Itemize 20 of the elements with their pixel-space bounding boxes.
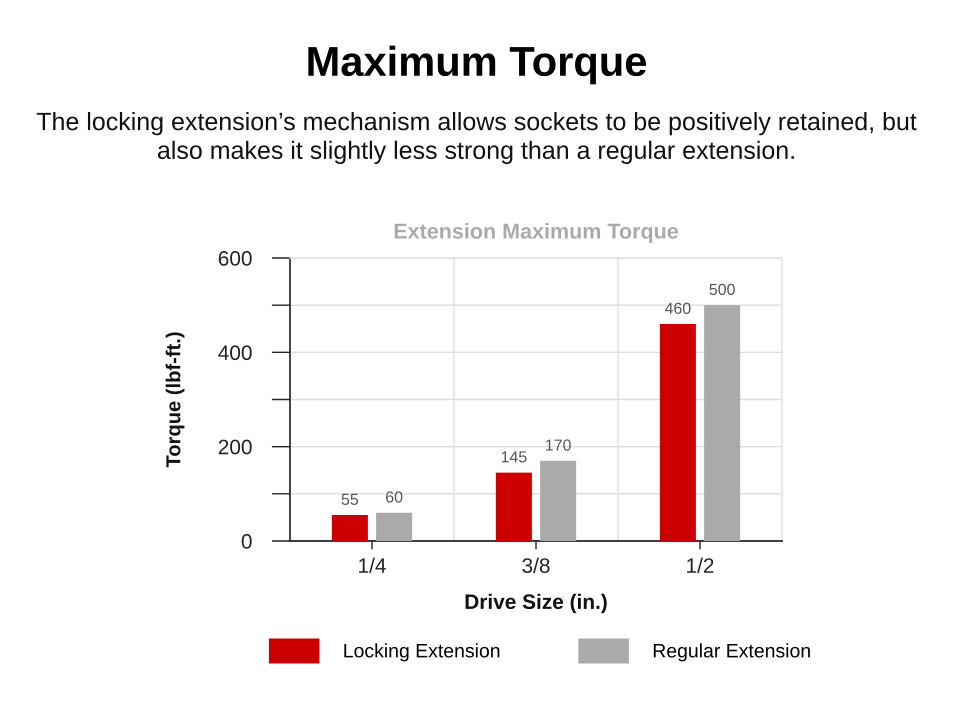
data-label: 55 [342,494,358,505]
x-axis-title: Drive Size (in.) [466,594,607,614]
y-tick-label: 400 [218,345,252,360]
x-tick-label: 1/2 [687,558,714,573]
y-axis-title: Torque (lbf-ft.) [166,332,184,468]
data-label: 145 [502,451,527,463]
y-tick-label: 200 [218,440,252,454]
text: Extension Maximum Torque [394,222,678,244]
data-label: 460 [664,302,691,314]
data-label: 170 [546,439,571,451]
data-label: 60 [386,491,402,503]
x-tick-label: 3/8 [522,558,550,573]
data-label: 500 [709,284,735,296]
chart-title: Maximum Torque [308,46,646,84]
chart-subtitle: The locking extension’s mechanism allows sockets to be positively retained, but also makes it slightly less strong than a regular extension. [36,112,917,164]
legend-label: Regular Extension [654,643,810,662]
y-tick-label: 0 [242,534,252,549]
y-tick-label: 600 [218,251,252,266]
legend-label: Locking Extension [344,643,500,662]
x-tick-label: 1/4 [359,558,386,573]
